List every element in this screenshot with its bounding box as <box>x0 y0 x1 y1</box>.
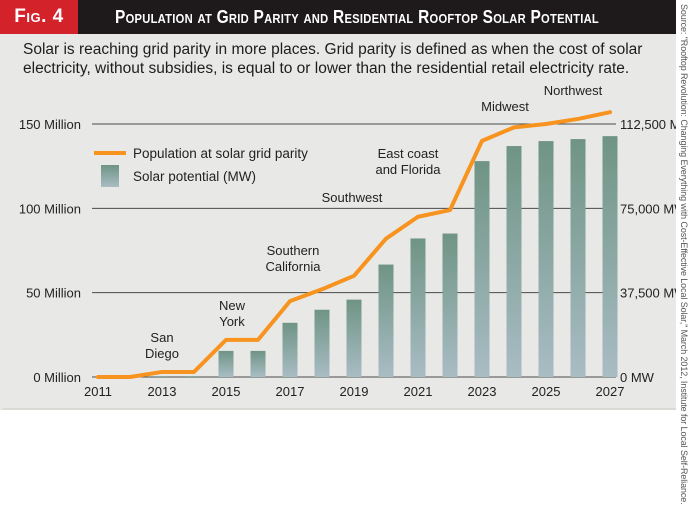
solar-bar-2018 <box>314 309 330 377</box>
legend: Population at solar grid parity Solar po… <box>94 146 308 187</box>
figure-number: Fig. 4 <box>0 0 78 34</box>
solar-bar-2027 <box>602 136 618 377</box>
annotation-label: San Diego <box>145 330 179 361</box>
solar-bar-2020 <box>378 264 394 377</box>
chart-title: Population at Grid Parity and Residentia… <box>115 7 600 27</box>
annotation-label: Southern California <box>266 243 322 274</box>
x-tick-label: 2015 <box>212 384 241 399</box>
annotation-label: East coast and Florida <box>375 146 441 177</box>
source-note: Source: "Rooftop Revolution: Changing Ev… <box>677 0 700 505</box>
solar-bar-2025 <box>538 141 554 377</box>
x-tick-label: 2019 <box>340 384 369 399</box>
solar-bar-2022 <box>442 233 458 377</box>
x-tick-label: 2027 <box>596 384 625 399</box>
legend-label-population: Population at solar grid parity <box>133 146 308 161</box>
chart-subtitle: Solar is reaching grid parity in more pl… <box>23 41 643 77</box>
annotation-label: New York <box>219 298 246 329</box>
solar-bar-2015 <box>218 350 234 377</box>
y-tick-label-left: 50 Million <box>26 286 81 301</box>
legend-label-solar: Solar potential (MW) <box>133 169 256 184</box>
y-tick-label-right: 37,500 MW <box>620 286 676 301</box>
source-text: Source: "Rooftop Revolution: Changing Ev… <box>679 4 689 505</box>
bars <box>154 136 618 377</box>
population-line-path <box>96 110 612 379</box>
solar-bar-2016 <box>250 350 266 377</box>
annotation-label: Southwest <box>322 190 383 205</box>
solar-bar-2019 <box>346 299 362 377</box>
x-tick-label: 2025 <box>532 384 561 399</box>
solar-bar-2023 <box>474 161 490 377</box>
legend-bar-swatch <box>101 165 119 187</box>
annotation-label: Midwest <box>481 99 529 114</box>
solar-bar-2013 <box>154 375 170 377</box>
population-line <box>96 110 612 379</box>
y-tick-label-left: 0 Million <box>33 370 81 385</box>
chart-svg: 0 Million 50 Million 100 Million 150 Millio… <box>19 83 676 399</box>
annotations: San Diego New York Southern California Southwe… <box>145 83 603 361</box>
x-tick-label: 2021 <box>404 384 433 399</box>
axes: 0 Million 50 Million 100 Million 150 Millio… <box>19 117 676 399</box>
chart-panel <box>0 34 676 410</box>
annotation-label: Northwest <box>544 83 603 98</box>
y-tick-label-right: 0 MW <box>620 370 655 385</box>
y-tick-label-right: 112,500 MW <box>620 117 676 132</box>
solar-bar-2014 <box>186 375 202 377</box>
x-tick-label: 2023 <box>468 384 497 399</box>
x-tick-label: 2017 <box>276 384 305 399</box>
y-tick-label-left: 150 Million <box>19 117 81 132</box>
x-tick-label: 2013 <box>148 384 177 399</box>
y-tick-label-right: 75,000 MW <box>620 201 676 216</box>
figure-header: Fig. 4 Population at Grid Parity and Res… <box>0 0 676 34</box>
x-tick-label: 2011 <box>84 384 112 399</box>
solar-bar-2017 <box>282 322 298 377</box>
solar-bar-2021 <box>410 238 426 377</box>
solar-bar-2024 <box>506 146 522 377</box>
solar-bar-2026 <box>570 139 586 377</box>
y-tick-label-left: 100 Million <box>19 201 81 216</box>
